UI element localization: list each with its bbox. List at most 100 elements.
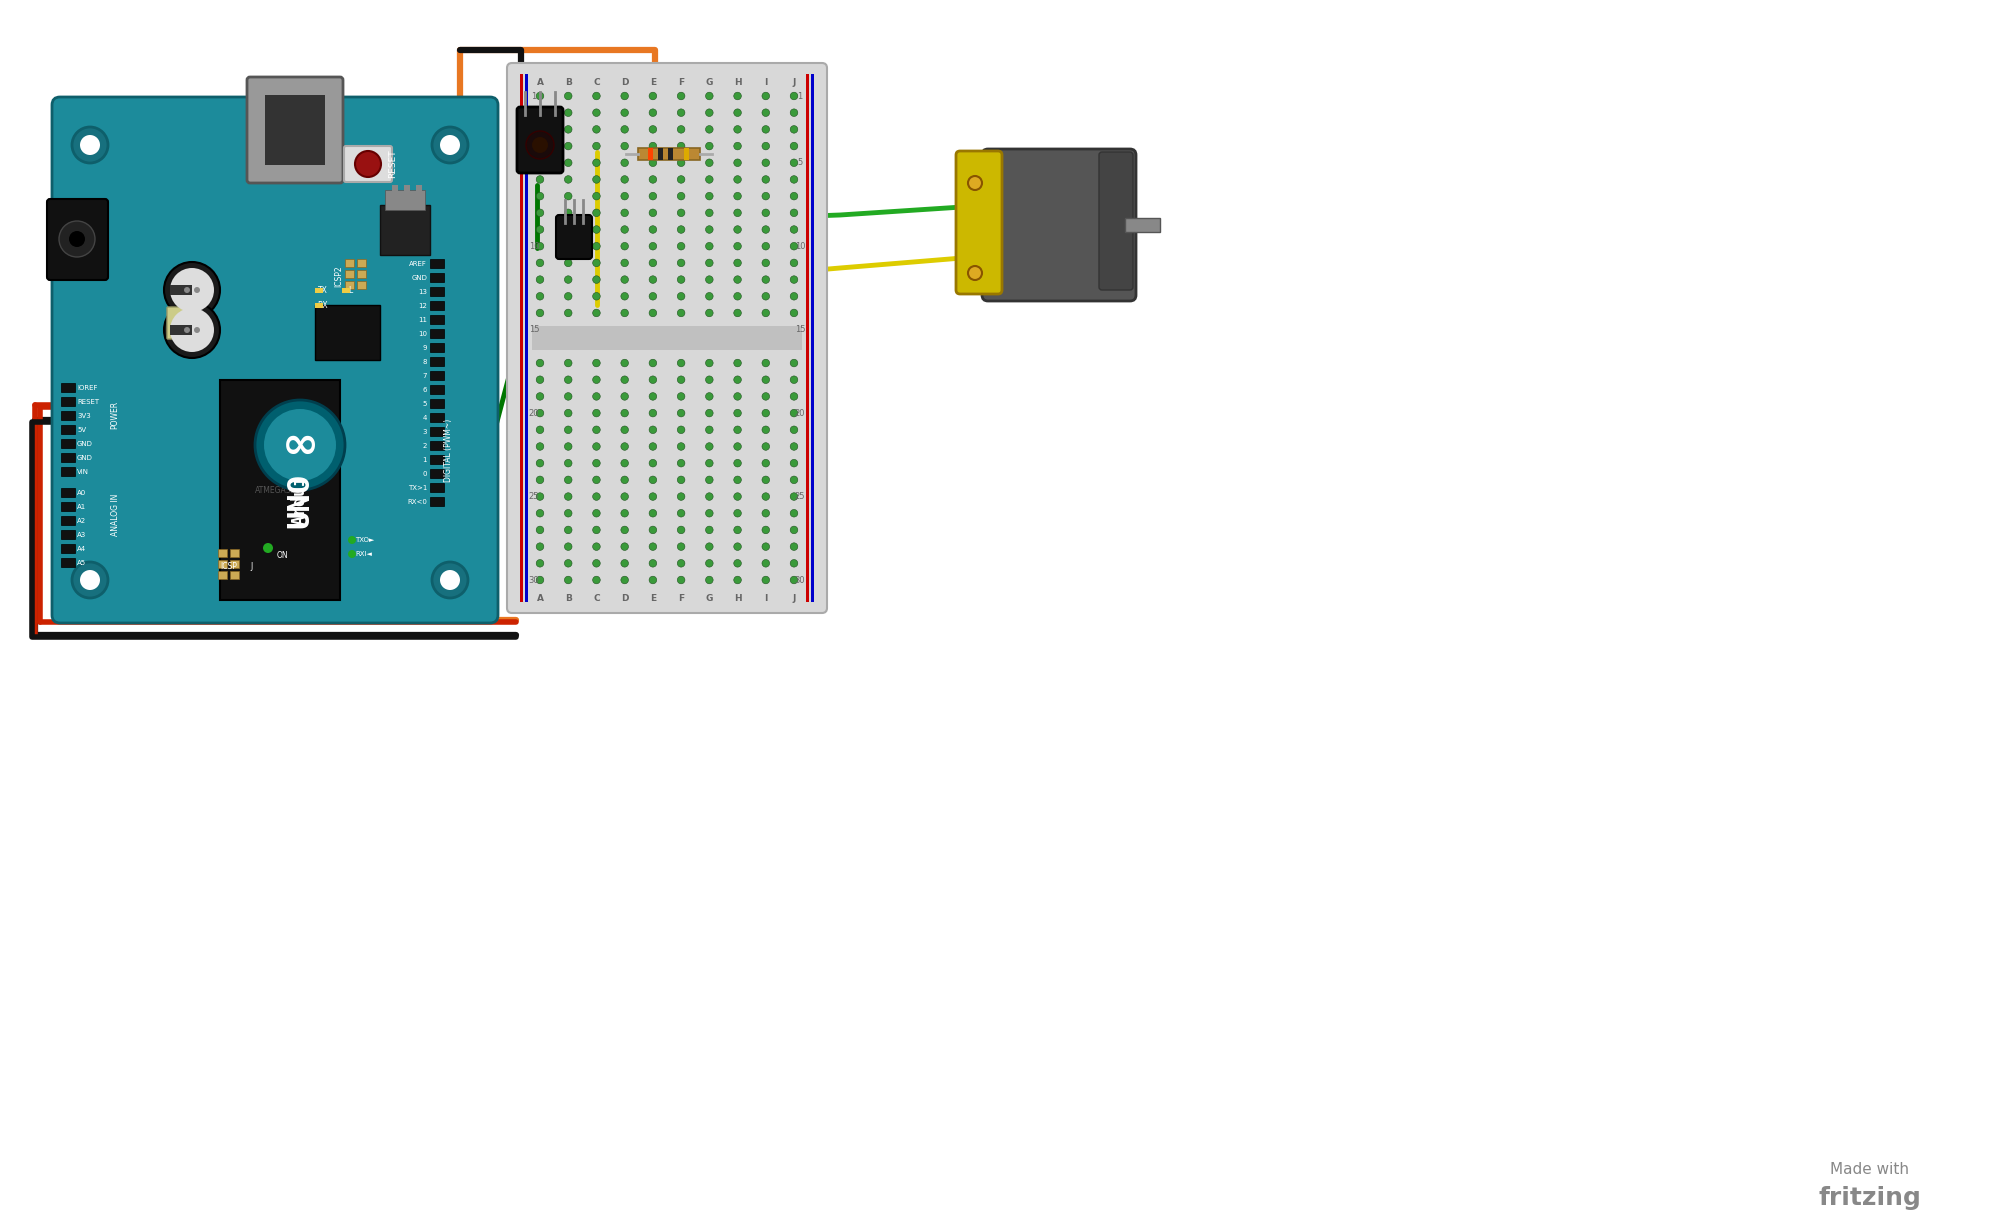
Circle shape [762, 392, 770, 400]
Bar [416, 184, 422, 200]
Circle shape [706, 92, 714, 100]
Circle shape [70, 231, 86, 247]
Circle shape [564, 526, 572, 534]
Circle shape [790, 260, 798, 267]
Circle shape [762, 293, 770, 300]
Circle shape [734, 459, 742, 467]
Circle shape [194, 287, 200, 293]
Text: B: B [564, 594, 572, 603]
Text: E: E [650, 594, 656, 603]
Circle shape [620, 109, 628, 117]
Bar [62, 439, 76, 448]
Bar [316, 305, 380, 360]
Text: ON: ON [276, 551, 288, 560]
Bar [658, 148, 664, 160]
Circle shape [734, 526, 742, 534]
Circle shape [762, 476, 770, 483]
Text: 8: 8 [422, 359, 428, 365]
Text: 11: 11 [418, 317, 428, 323]
Circle shape [678, 276, 684, 283]
FancyBboxPatch shape [956, 151, 1002, 294]
Circle shape [564, 443, 572, 450]
Bar [230, 560, 240, 568]
Bar [230, 571, 240, 579]
Bar [520, 74, 524, 601]
Circle shape [762, 443, 770, 450]
Circle shape [536, 159, 544, 166]
Circle shape [650, 192, 656, 200]
Circle shape [348, 550, 356, 558]
Circle shape [790, 92, 798, 100]
Text: 25: 25 [794, 492, 806, 501]
Circle shape [790, 576, 798, 584]
Circle shape [592, 359, 600, 367]
Circle shape [564, 542, 572, 550]
Text: I: I [764, 594, 768, 603]
Circle shape [790, 209, 798, 216]
Circle shape [678, 293, 684, 300]
Circle shape [536, 92, 544, 100]
Circle shape [650, 576, 656, 584]
Circle shape [678, 109, 684, 117]
Circle shape [620, 443, 628, 450]
Circle shape [678, 242, 684, 250]
Circle shape [706, 359, 714, 367]
Circle shape [620, 209, 628, 216]
Circle shape [256, 400, 346, 490]
Bar [430, 301, 444, 310]
Circle shape [620, 125, 628, 133]
Text: 3: 3 [422, 429, 428, 435]
Circle shape [536, 376, 544, 384]
Text: 13: 13 [418, 289, 428, 295]
Circle shape [706, 176, 714, 183]
Circle shape [650, 92, 656, 100]
Text: fritzing: fritzing [1818, 1186, 1922, 1210]
Circle shape [790, 109, 798, 117]
Circle shape [592, 459, 600, 467]
Text: RXI◄: RXI◄ [356, 551, 372, 557]
Circle shape [650, 209, 656, 216]
Circle shape [536, 309, 544, 317]
Circle shape [536, 293, 544, 300]
Circle shape [762, 459, 770, 467]
Bar [430, 399, 444, 408]
Circle shape [734, 192, 742, 200]
Text: 25: 25 [528, 492, 540, 501]
Circle shape [536, 410, 544, 417]
Circle shape [620, 176, 628, 183]
Circle shape [650, 392, 656, 400]
Circle shape [536, 226, 544, 234]
Circle shape [706, 143, 714, 150]
Circle shape [564, 92, 572, 100]
Circle shape [536, 392, 544, 400]
Circle shape [536, 542, 544, 550]
Circle shape [620, 276, 628, 283]
Circle shape [790, 359, 798, 367]
Circle shape [790, 159, 798, 166]
Circle shape [564, 209, 572, 216]
Circle shape [678, 226, 684, 234]
Circle shape [60, 221, 96, 257]
Text: ICSP: ICSP [220, 562, 238, 571]
Circle shape [762, 92, 770, 100]
Circle shape [620, 309, 628, 317]
Text: D: D [620, 594, 628, 603]
Circle shape [620, 526, 628, 534]
Bar [358, 271, 366, 278]
Bar [806, 74, 808, 601]
Bar [266, 95, 326, 165]
Circle shape [762, 542, 770, 550]
Text: UNO: UNO [286, 472, 314, 528]
Circle shape [564, 260, 572, 267]
Circle shape [620, 359, 628, 367]
Circle shape [592, 159, 600, 166]
Bar [430, 315, 444, 323]
Text: Arduino: Arduino [292, 455, 310, 525]
Circle shape [762, 125, 770, 133]
Bar [316, 288, 324, 293]
Circle shape [650, 542, 656, 550]
Circle shape [620, 459, 628, 467]
Circle shape [678, 426, 684, 434]
Circle shape [564, 276, 572, 283]
Text: 30: 30 [528, 576, 540, 584]
